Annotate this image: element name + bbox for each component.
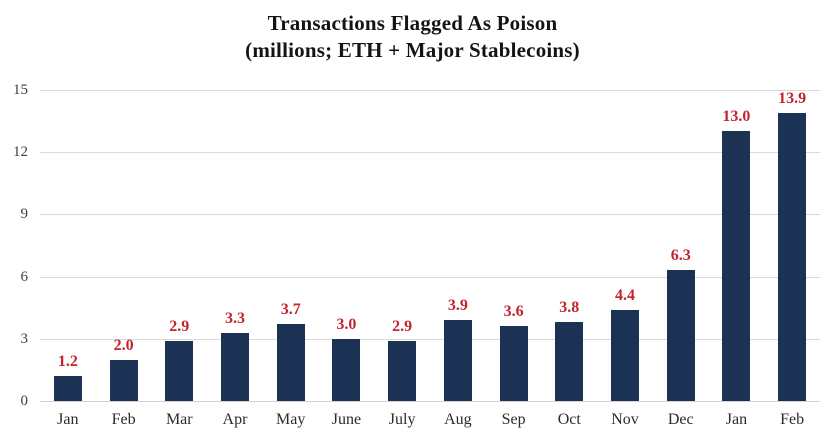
bar [53,376,82,401]
bar [221,332,249,401]
bar [165,340,194,401]
y-axis-tick-label: 15 [13,82,28,98]
x-axis-tick-label: June [331,411,362,428]
x-axis-tick-label: Mar [165,411,193,428]
gridline-y-9 [40,214,820,216]
gridline-y-0 [40,401,820,402]
chart-title-block: Transactions Flagged As Poison (millions… [0,10,825,64]
chart-subtitle: (millions; ETH + Major Stablecoins) [245,38,580,62]
bar-value-label: 3.8 [559,299,580,317]
bar-value-label: 4.4 [615,286,635,304]
bar [666,270,695,401]
y-axis-tick-label: 0 [20,393,29,409]
bar [499,326,528,401]
bar-value-label: 3.0 [336,315,357,333]
x-axis-tick-label: Aug [444,411,472,428]
bar [276,324,305,401]
bar [443,320,472,401]
gridline-y-3 [40,338,820,340]
bar [332,338,361,401]
bar-value-label: 3.9 [447,297,468,315]
x-axis-tick-label: Sep [501,411,526,428]
gridline-y-12 [40,152,820,154]
bar-value-label: 13.0 [722,108,751,126]
gridline-y-6 [40,276,820,278]
bar-value-label: 13.9 [778,89,807,107]
bar [722,131,751,401]
bar [109,359,138,401]
y-axis-tick-label: 12 [13,144,28,161]
x-axis-tick-label: Oct [557,411,581,428]
y-axis-tick-label: 3 [20,330,29,347]
gridline-y-15 [40,90,820,91]
x-axis-tick-label: Feb [780,411,805,428]
bar-value-label: 1.2 [57,353,78,371]
bar-value-label: 6.3 [670,247,691,265]
y-axis-tick-label: 9 [20,206,29,223]
x-axis-tick-label: Jan [725,411,748,428]
x-axis-tick-label: Jan [57,411,79,428]
bar [388,340,417,401]
bar-value-label: 3.7 [280,301,301,319]
y-axis-tick-label: 6 [20,268,29,285]
x-axis-tick-label: Feb [111,411,136,428]
bar [778,112,807,401]
x-axis-tick-label: Apr [222,411,248,428]
bar-value-label: 2.9 [392,317,413,335]
x-axis-tick-label: Nov [611,411,639,428]
bar-value-label: 3.3 [225,309,245,327]
bar-value-label: 2.0 [113,336,134,354]
bar-value-label: 3.6 [503,303,524,321]
bar [555,322,584,401]
bar [611,309,639,401]
bar-value-label: 2.9 [169,317,190,335]
x-axis-tick-label: May [276,411,306,428]
x-axis-tick-label: July [388,411,416,428]
chart-title: Transactions Flagged As Poison [267,11,558,35]
x-axis-tick-label: Dec [667,411,694,428]
